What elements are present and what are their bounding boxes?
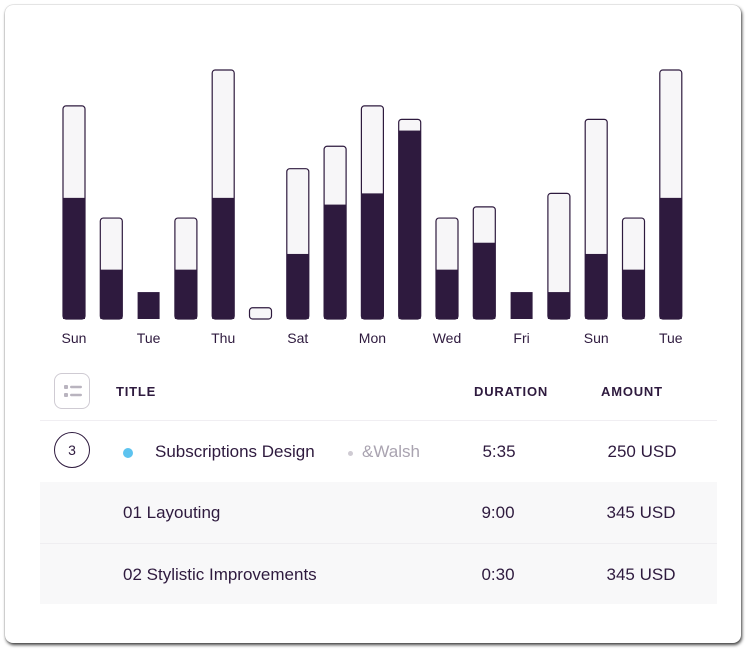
bar-filled [398,130,421,319]
group-title: Subscriptions Design [155,442,315,461]
bar-filled [100,269,123,319]
client-name: &Walsh [362,442,420,461]
duration-value: 0:30 [481,565,515,584]
amount-value: 250 USD [607,442,677,461]
duration-column-header[interactable]: DURATION [474,384,549,399]
subtask-count-badge[interactable]: 3 [54,432,90,468]
bar-filled [212,197,235,319]
x-tick-label: Fri [513,330,529,346]
timesheet-card: Sun Tue Thu Sat Mon Wed Fri Sun Tue TITLE DURATI… [5,5,741,643]
list-view-button[interactable] [54,373,90,409]
row-title: 02 Stylistic Improvements [123,565,317,584]
bar-filled [622,269,645,319]
separator-dot [348,451,353,456]
table-row[interactable]: 02 Stylistic Improvements 0:30 345 USD [40,543,717,604]
row-title: 01 Layouting [123,503,221,522]
bar-filled [473,242,496,319]
list-icon [64,385,82,397]
bar-filled [324,204,347,319]
x-tick-label: Mon [359,330,386,346]
amount-value: 345 USD [606,503,676,522]
bar-filled [361,193,384,319]
table-row[interactable]: 01 Layouting 9:00 345 USD [40,482,717,543]
duration-value: 5:35 [482,442,516,461]
bar-filled [510,292,533,319]
bar-filled [174,269,197,319]
amount-value: 345 USD [606,565,676,584]
table-row-group[interactable]: 3 Subscriptions Design &Walsh 5:35 250 U… [40,421,717,483]
x-tick-label: Sat [287,330,308,346]
bar-total [248,307,273,320]
x-tick-label: Tue [659,330,683,346]
status-dot [123,448,133,458]
x-tick-label: Wed [433,330,462,346]
bar-filled [659,197,682,319]
bar-filled [63,197,85,319]
bar-filled [436,269,458,319]
bar-filled [137,292,160,319]
x-tick-label: Tue [137,330,161,346]
bar-filled [585,253,608,319]
daily-bar-chart: Sun Tue Thu Sat Mon Wed Fri Sun Tue [62,69,683,346]
bar-filled [286,253,309,319]
amount-column-header[interactable]: AMOUNT [601,384,663,399]
title-column-header[interactable]: TITLE [116,384,157,399]
table-header: TITLE DURATION AMOUNT [40,370,717,421]
duration-value: 9:00 [481,503,515,522]
bar-filled [547,292,570,319]
x-tick-label: Thu [211,330,235,346]
x-tick-label: Sun [62,330,87,346]
x-tick-label: Sun [584,330,609,346]
